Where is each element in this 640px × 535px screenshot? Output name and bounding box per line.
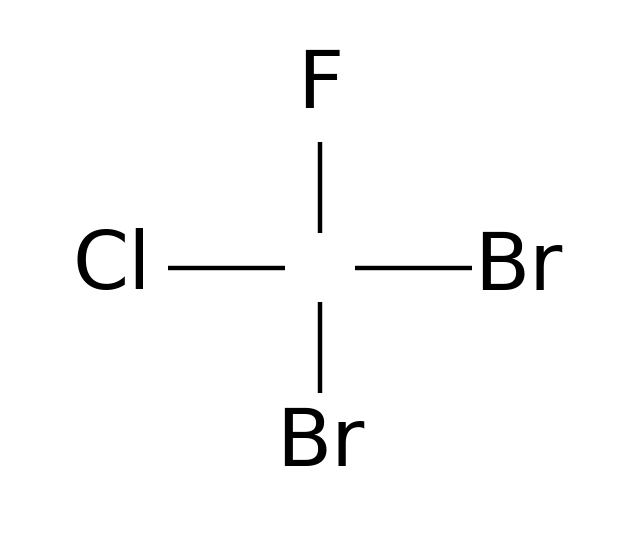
Text: Cl: Cl bbox=[72, 228, 150, 307]
Text: Br: Br bbox=[276, 405, 364, 483]
Text: F: F bbox=[297, 47, 343, 125]
Text: Br: Br bbox=[474, 228, 562, 307]
